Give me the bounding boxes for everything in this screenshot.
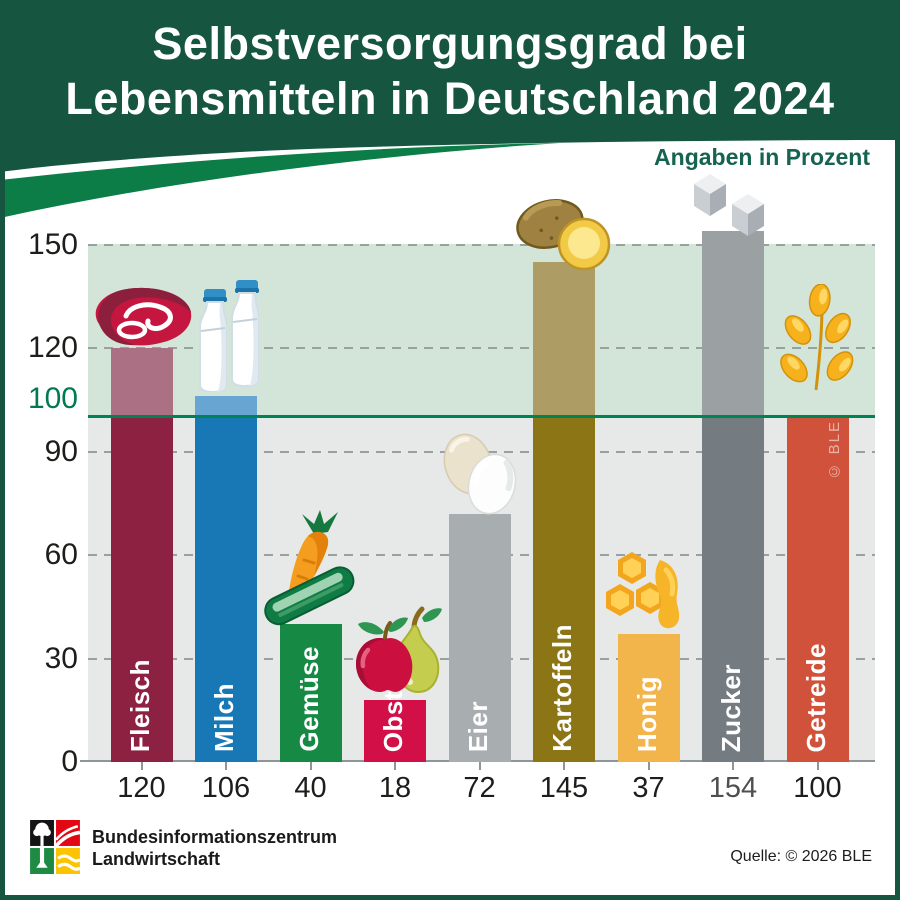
x-axis-tick-milch: [225, 762, 227, 770]
honey-icon: [602, 546, 692, 643]
y-tick-label-100: 100: [27, 382, 78, 415]
footer: Bundesinformationszentrum Landwirtschaft…: [0, 806, 900, 895]
bar-kartoffeln: [533, 417, 595, 762]
y-tick-label-150: 150: [27, 227, 78, 261]
y-tick-label-0: 0: [61, 745, 78, 778]
x-axis-tick-getreide: [816, 762, 819, 770]
value-label-fleisch: 120: [117, 772, 166, 804]
value-label-zucker: 154: [708, 772, 758, 804]
border-right: [895, 0, 900, 900]
value-label-honig: 37: [632, 772, 665, 804]
y-tick-label-60: 60: [44, 538, 78, 571]
value-label-getreide: 100: [793, 772, 842, 804]
category-label-zucker: Zucker: [716, 663, 746, 752]
fruit-icon: [348, 598, 443, 708]
units-note: Angaben in Prozent: [654, 144, 870, 170]
x-axis-tick-honig: [647, 762, 650, 770]
category-label-eier: Eier: [462, 700, 493, 752]
bar-getreide: [786, 417, 849, 762]
bar-milch: [195, 417, 257, 762]
border-bottom: [0, 895, 900, 900]
organization-name: Bundesinformationszentrum Landwirtschaft: [92, 826, 337, 870]
value-label-eier: 72: [463, 772, 496, 804]
value-label-milch: 106: [201, 772, 251, 804]
source-credit: Quelle: © 2026 BLE: [730, 848, 872, 865]
category-label-milch: Milch: [209, 683, 239, 752]
category-label-gemüse: Gemüse: [293, 646, 324, 752]
bar-zucker-above-100: [702, 230, 764, 417]
bar-fleisch: [110, 417, 173, 762]
bar-kartoffeln-above-100: [533, 261, 595, 417]
bar-eier: [448, 513, 511, 762]
y-tick-label-30: 30: [44, 641, 78, 675]
category-label-honig: Honig: [631, 675, 662, 752]
title-line-1: Selbstversorgungsgrad bei: [152, 18, 748, 69]
bar-milch-above-100: [195, 396, 257, 417]
meat-icon: [86, 284, 196, 357]
bar-obst: [364, 699, 426, 762]
reference-line-100: [88, 415, 875, 418]
y-tick-label-90: 90: [44, 434, 78, 468]
x-axis-tick-gemüse: [309, 762, 312, 770]
bar-gemüse: [279, 624, 342, 762]
border-left: [0, 0, 5, 900]
gridline-150: [88, 243, 875, 246]
category-label-getreide: Getreide: [800, 642, 831, 753]
value-label-gemüse: 40: [294, 772, 327, 804]
header-banner: Selbstversorgungsgrad bei Lebensmitteln …: [0, 0, 900, 138]
category-label-kartoffeln: Kartoffeln: [547, 624, 577, 752]
watermark: © BLE: [826, 420, 843, 480]
title-line-2: Lebensmitteln in Deutschland 2024: [65, 73, 835, 124]
potatoes-icon: [512, 194, 614, 277]
bar-honig: [617, 634, 680, 762]
swoosh-decoration: [0, 138, 900, 218]
x-axis-tick-eier: [478, 762, 481, 770]
page-title: Selbstversorgungsgrad bei Lebensmitteln …: [0, 16, 900, 126]
blz-logo: [30, 820, 80, 874]
category-label-fleisch: Fleisch: [124, 658, 155, 752]
sugar-cubes-icon: [684, 172, 780, 247]
vegetables-icon: [262, 510, 358, 640]
bar-fleisch-above-100: [110, 348, 173, 417]
wheat-icon: [776, 283, 862, 407]
x-axis-tick-zucker: [732, 762, 734, 770]
value-label-obst: 18: [378, 772, 412, 804]
y-tick-label-120: 120: [27, 331, 78, 364]
x-axis-tick-obst: [394, 762, 396, 770]
x-axis-tick-kartoffeln: [563, 762, 565, 770]
org-line-2: Landwirtschaft: [92, 849, 221, 869]
x-axis-tick-fleisch: [140, 762, 143, 770]
bar-zucker: [702, 417, 764, 762]
milk-bottles-icon: [188, 278, 270, 397]
value-label-kartoffeln: 145: [539, 772, 589, 804]
gridline-120: [88, 347, 875, 349]
eggs-icon: [434, 426, 526, 526]
org-line-1: Bundesinformationszentrum: [92, 827, 338, 847]
